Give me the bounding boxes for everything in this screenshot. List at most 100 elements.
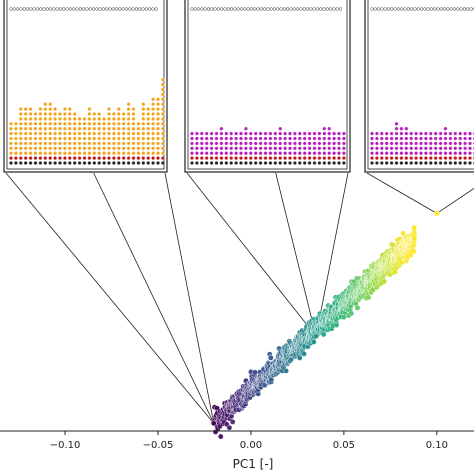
particle xyxy=(194,131,199,136)
particle xyxy=(278,146,283,151)
boundary-particle xyxy=(12,7,16,11)
particle xyxy=(156,107,160,112)
particle xyxy=(18,107,23,112)
particle xyxy=(268,136,273,141)
particle xyxy=(107,151,111,156)
particle xyxy=(23,156,28,161)
boundary-particle xyxy=(213,7,217,11)
particle xyxy=(453,151,458,156)
particle xyxy=(209,151,214,156)
particle xyxy=(13,131,18,136)
particle xyxy=(224,131,229,136)
boundary-particle xyxy=(305,7,310,11)
particle xyxy=(67,116,72,121)
particle xyxy=(317,131,322,136)
particle xyxy=(204,156,209,161)
particle xyxy=(453,146,458,151)
particle xyxy=(131,112,136,116)
boundary-particle xyxy=(433,7,437,11)
boundary-particle xyxy=(45,7,49,11)
particle xyxy=(273,146,278,151)
particle xyxy=(317,141,322,146)
particle xyxy=(229,131,234,136)
particle xyxy=(419,141,423,146)
particle xyxy=(48,136,53,141)
particle xyxy=(87,156,92,161)
boundary-particle xyxy=(373,7,377,11)
particle xyxy=(204,136,209,141)
boundary-particle xyxy=(452,7,457,11)
particle xyxy=(292,161,297,165)
particle xyxy=(312,141,317,146)
particle xyxy=(229,151,234,156)
particle xyxy=(263,151,268,156)
particle xyxy=(341,161,346,165)
particle xyxy=(292,151,297,156)
particle xyxy=(156,102,160,107)
particle xyxy=(111,141,116,146)
particle xyxy=(423,141,428,146)
particle xyxy=(67,161,72,165)
particle xyxy=(92,131,97,136)
particle xyxy=(307,146,312,151)
particle xyxy=(92,151,97,156)
particle xyxy=(82,156,87,161)
particle xyxy=(28,121,33,126)
particle xyxy=(146,161,151,165)
particle xyxy=(121,121,126,126)
boundary-particle xyxy=(332,7,336,11)
boundary-particle xyxy=(35,7,40,11)
x-tick-label: 0.10 xyxy=(426,440,448,451)
particle xyxy=(116,151,121,156)
boundary-particle xyxy=(134,7,139,11)
particle xyxy=(23,151,28,156)
particle xyxy=(151,156,156,161)
scatter-point xyxy=(411,248,417,255)
particle xyxy=(283,141,288,146)
particle xyxy=(131,136,136,141)
particle xyxy=(131,107,136,112)
particle xyxy=(156,156,160,161)
particle xyxy=(38,107,43,112)
particle xyxy=(53,156,58,161)
boundary-particle xyxy=(406,7,410,11)
particle xyxy=(214,161,219,165)
particle xyxy=(458,141,463,146)
particle xyxy=(33,126,38,131)
particle xyxy=(370,156,374,161)
particle xyxy=(288,146,292,151)
particle xyxy=(136,151,141,156)
boundary-particle xyxy=(147,7,152,11)
boundary-particle xyxy=(269,7,273,11)
particle xyxy=(399,126,404,131)
particle xyxy=(87,121,92,126)
particle xyxy=(48,107,53,112)
particle xyxy=(77,116,82,121)
particle xyxy=(468,136,472,141)
particle xyxy=(160,107,165,112)
particle xyxy=(141,102,146,107)
particle xyxy=(146,156,151,161)
boundary-particle xyxy=(272,7,277,11)
particle xyxy=(116,146,121,151)
particle xyxy=(234,156,239,161)
particle xyxy=(72,121,77,126)
particle xyxy=(423,136,428,141)
particle xyxy=(116,131,121,136)
boundary-particle xyxy=(55,7,59,11)
particle xyxy=(312,131,317,136)
particle xyxy=(327,151,332,156)
boundary-particle xyxy=(216,7,221,11)
particle xyxy=(58,146,62,151)
particle xyxy=(141,146,146,151)
particle xyxy=(273,136,278,141)
particle xyxy=(23,116,28,121)
particle xyxy=(332,146,337,151)
particle xyxy=(409,156,414,161)
particle xyxy=(131,146,136,151)
particle xyxy=(384,156,389,161)
boundary-particle xyxy=(459,7,463,11)
particle xyxy=(38,161,43,165)
particle xyxy=(433,146,438,151)
boundary-particle xyxy=(95,7,99,11)
